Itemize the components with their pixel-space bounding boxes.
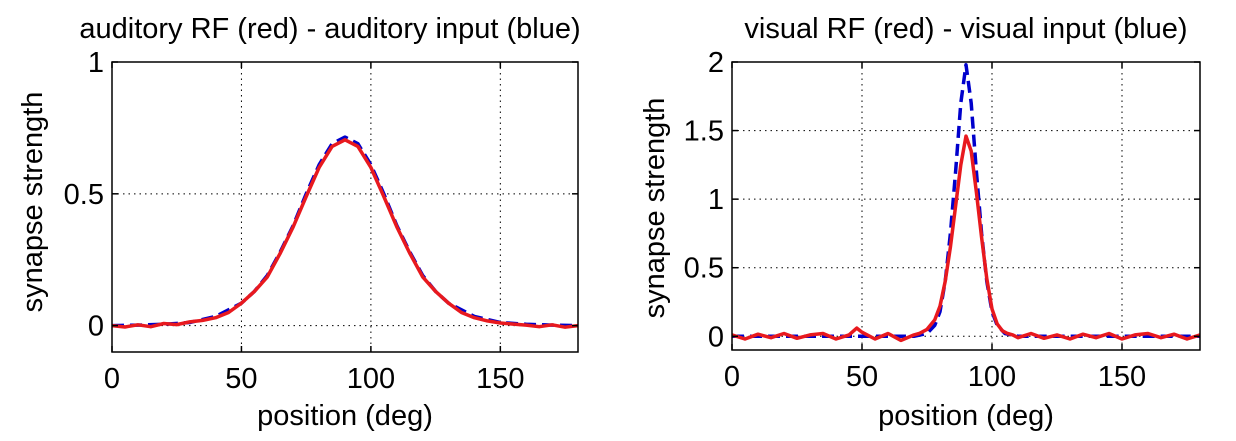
y-tick-label: 0.5 xyxy=(684,253,724,285)
y-axis-label: synapse strength xyxy=(17,92,49,313)
y-tick-label: 2 xyxy=(708,47,724,79)
x-tick-label: 50 xyxy=(846,361,878,393)
blue-series-line xyxy=(732,62,1200,339)
x-tick-label: 0 xyxy=(104,363,120,395)
plot-area: 0 50 100 150 0 0.5 1 xyxy=(64,47,579,395)
auditory-panel: auditory RF (red) - auditory input (blue… xyxy=(17,13,581,432)
red-series-line xyxy=(111,138,579,329)
y-tick-label: 1 xyxy=(708,184,724,216)
x-tick-label: 100 xyxy=(347,363,395,395)
y-tick-label: 0 xyxy=(708,321,724,353)
x-axis-label: position (deg) xyxy=(878,400,1054,432)
x-tick-label: 150 xyxy=(476,363,524,395)
blue-series-line xyxy=(111,135,579,328)
y-axis-label: synapse strength xyxy=(639,98,671,319)
axes-box xyxy=(731,61,1201,351)
y-tick-label: 0 xyxy=(88,311,104,343)
red-series-line xyxy=(731,134,1201,343)
y-tick-label: 1.5 xyxy=(684,116,724,148)
y-tick-label: 1 xyxy=(88,47,104,79)
x-tick-label: 50 xyxy=(225,363,257,395)
x-tick-label: 0 xyxy=(724,361,740,393)
plot-area: 0 50 100 150 0 0.5 1 1.5 2 xyxy=(684,47,1201,393)
visual-panel: visual RF (red) - visual input (blue) po… xyxy=(639,13,1201,432)
x-axis-label: position (deg) xyxy=(257,400,433,432)
chart-title: visual RF (red) - visual input (blue) xyxy=(744,13,1187,45)
x-tick-label: 150 xyxy=(1098,361,1146,393)
y-tick-label: 0.5 xyxy=(64,179,104,211)
x-tick-label: 100 xyxy=(968,361,1016,393)
axes-box xyxy=(111,61,579,353)
chart-title: auditory RF (red) - auditory input (blue… xyxy=(79,13,580,45)
